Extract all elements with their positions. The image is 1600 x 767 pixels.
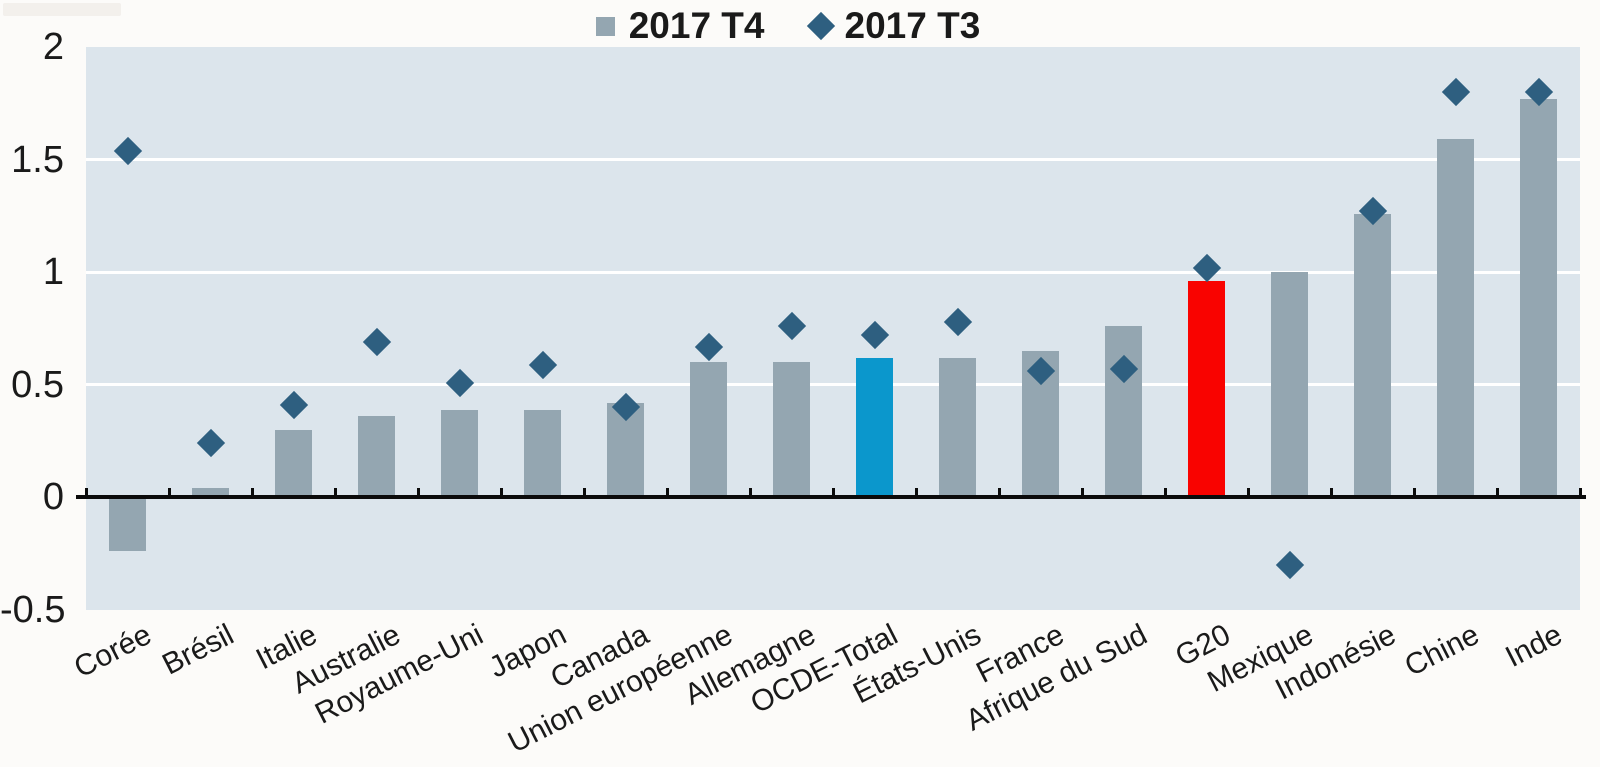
bar-br-sil — [192, 488, 229, 498]
bar-g20 — [1188, 281, 1225, 498]
bar-indon-sie — [1354, 213, 1391, 498]
x-tick-1 — [167, 488, 171, 500]
x-tick-7 — [665, 488, 669, 500]
x-axis-label-br-sil: Brésil — [157, 618, 240, 682]
x-tick-4 — [416, 488, 420, 500]
x-tick-15 — [1329, 488, 1333, 500]
gridline-0.5 — [86, 383, 1580, 387]
x-axis-label-inde: Inde — [1500, 618, 1568, 674]
x-tick-16 — [1412, 488, 1416, 500]
corner-artifact — [3, 3, 121, 16]
x-tick-13 — [1163, 488, 1167, 500]
x-tick-8 — [748, 488, 752, 500]
bar-allemagne — [773, 362, 810, 498]
bar-afrique-du-sud — [1105, 326, 1142, 498]
legend-item-2017-t4: 2017 T4 — [595, 4, 765, 48]
bar-inde — [1520, 98, 1557, 498]
x-tick-9 — [831, 488, 835, 500]
x-tick-10 — [914, 488, 918, 500]
bar-australie — [358, 416, 395, 498]
x-axis-label-cor-e: Corée — [68, 618, 157, 685]
bar-japon — [524, 409, 561, 498]
x-tick-6 — [582, 488, 586, 500]
y-axis-label--0.5: -0.5 — [0, 589, 66, 631]
x-tick-3 — [333, 488, 337, 500]
y-axis-label-0: 0 — [42, 476, 64, 519]
y-axis-label-0.5: 0.5 — [11, 363, 64, 406]
x-tick-11 — [997, 488, 1001, 500]
bar-mexique — [1271, 272, 1308, 498]
legend-label: 2017 T3 — [844, 5, 981, 46]
bar-union-europ-enne — [690, 362, 727, 498]
x-tick-14 — [1246, 488, 1250, 500]
x-tick-18 — [1578, 488, 1582, 500]
legend-item-2017-t3: 2017 T3 — [806, 4, 981, 48]
x-tick-5 — [499, 488, 503, 500]
x-tick-12 — [1080, 488, 1084, 500]
plot-area — [86, 47, 1580, 610]
legend-diamond-icon — [806, 11, 835, 41]
bar-cor-e — [109, 497, 146, 552]
x-tick-2 — [250, 488, 254, 500]
legend-square-icon — [595, 16, 615, 36]
x-axis-label-chine: Chine — [1399, 618, 1485, 683]
legend-label: 2017 T4 — [628, 5, 765, 46]
bar--tats-unis — [939, 357, 976, 498]
gridline-1.5 — [86, 158, 1580, 162]
bar-ocde-total — [856, 357, 893, 498]
y-axis-label-1: 1 — [42, 251, 64, 294]
y-axis-label-2: 2 — [42, 26, 64, 68]
y-axis-label-1.5: 1.5 — [11, 138, 64, 181]
bar-royaume-uni — [441, 409, 478, 498]
bar-italie — [275, 429, 312, 498]
gridline-1 — [86, 270, 1580, 274]
x-axis-line — [76, 495, 1586, 500]
bar-chine — [1437, 139, 1474, 498]
x-tick-17 — [1495, 488, 1499, 500]
x-tick-0 — [84, 488, 88, 500]
chart-legend: 2017 T4 2017 T3 — [0, 4, 1588, 48]
